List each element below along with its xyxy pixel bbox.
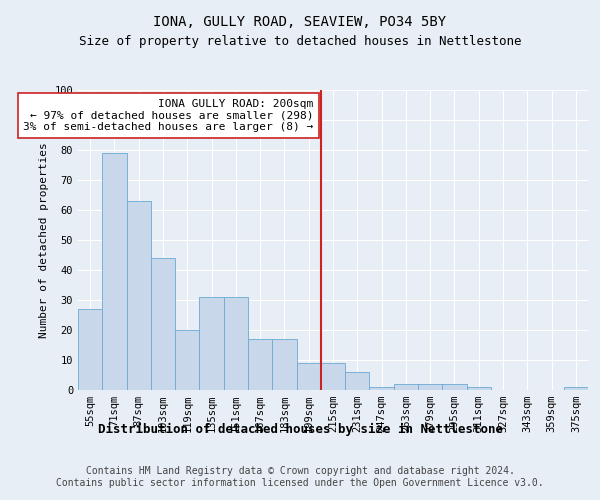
Bar xyxy=(102,153,127,390)
Text: IONA GULLY ROAD: 200sqm
← 97% of detached houses are smaller (298)
3% of semi-de: IONA GULLY ROAD: 200sqm ← 97% of detache… xyxy=(23,99,314,132)
Text: Distribution of detached houses by size in Nettlestone: Distribution of detached houses by size … xyxy=(97,422,503,436)
Bar xyxy=(151,258,175,390)
Bar xyxy=(394,384,418,390)
Bar xyxy=(224,297,248,390)
Text: Size of property relative to detached houses in Nettlestone: Size of property relative to detached ho… xyxy=(79,35,521,48)
Bar xyxy=(370,387,394,390)
Bar xyxy=(321,363,345,390)
Bar xyxy=(345,372,370,390)
Y-axis label: Number of detached properties: Number of detached properties xyxy=(39,142,49,338)
Bar xyxy=(418,384,442,390)
Bar xyxy=(175,330,199,390)
Bar xyxy=(564,387,588,390)
Text: Contains HM Land Registry data © Crown copyright and database right 2024.
Contai: Contains HM Land Registry data © Crown c… xyxy=(56,466,544,487)
Bar xyxy=(272,339,296,390)
Bar xyxy=(199,297,224,390)
Bar xyxy=(467,387,491,390)
Bar xyxy=(127,201,151,390)
Bar xyxy=(296,363,321,390)
Bar xyxy=(78,309,102,390)
Text: IONA, GULLY ROAD, SEAVIEW, PO34 5BY: IONA, GULLY ROAD, SEAVIEW, PO34 5BY xyxy=(154,15,446,29)
Bar xyxy=(442,384,467,390)
Bar xyxy=(248,339,272,390)
